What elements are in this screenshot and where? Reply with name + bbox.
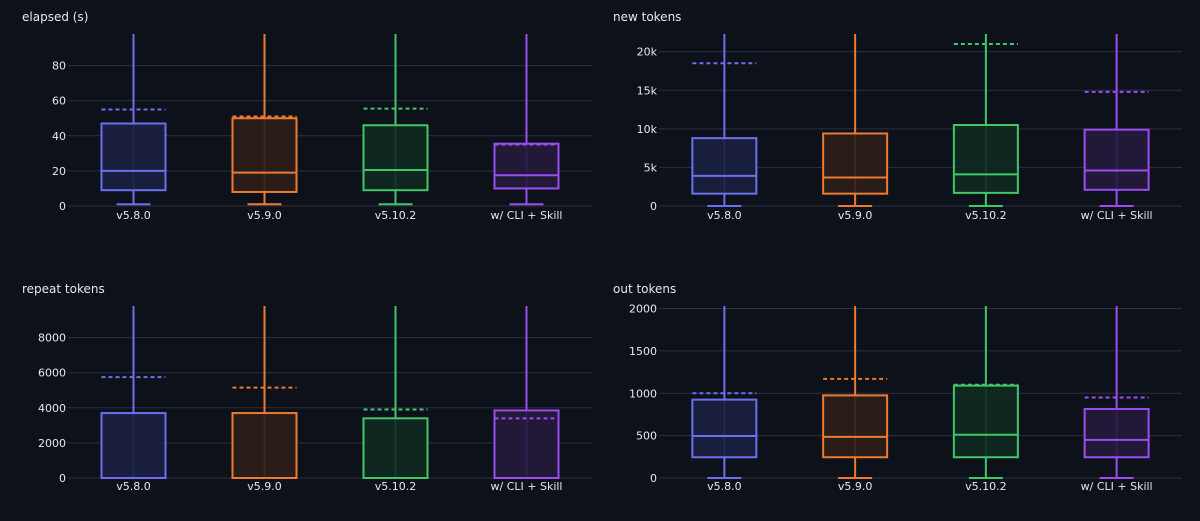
box-v5-10-2 bbox=[952, 306, 1019, 479]
category-label: v5.8.0 bbox=[116, 209, 151, 222]
box-v5-8-0 bbox=[691, 34, 758, 207]
category-label: v5.9.0 bbox=[247, 480, 282, 493]
chart-panel-4: out tokens 0 500 1000 1500 2000 v5.8.0 v5.9.0 v5… bbox=[613, 282, 1182, 493]
iqr-box bbox=[952, 124, 1019, 194]
box-v5-9-0 bbox=[822, 34, 889, 207]
iqr-box bbox=[1083, 407, 1150, 459]
y-tick-label: 0 bbox=[650, 472, 657, 485]
y-tick-label: 20k bbox=[637, 46, 658, 59]
box-v5-9-0 bbox=[231, 34, 298, 206]
category-label: v5.8.0 bbox=[116, 480, 151, 493]
box-v5-10-2 bbox=[362, 34, 429, 206]
iqr-box bbox=[691, 398, 758, 459]
y-tick-label: 0 bbox=[59, 472, 66, 485]
iqr-box bbox=[1083, 128, 1150, 191]
box-v5-10-2 bbox=[362, 306, 429, 480]
y-tick-label: 80 bbox=[52, 60, 66, 73]
category-label: w/ CLI + Skill bbox=[1081, 209, 1153, 222]
box-w-cli-skill bbox=[1083, 306, 1150, 479]
iqr-box bbox=[362, 417, 429, 480]
box-v5-8-0 bbox=[691, 306, 758, 479]
category-label: v5.8.0 bbox=[707, 480, 742, 493]
chart-title: repeat tokens bbox=[22, 282, 105, 296]
iqr-box bbox=[952, 384, 1019, 459]
y-tick-label: 8000 bbox=[38, 332, 66, 345]
category-label: v5.10.2 bbox=[965, 209, 1007, 222]
y-tick-label: 500 bbox=[636, 430, 657, 443]
y-tick-label: 1000 bbox=[629, 387, 657, 400]
category-label: v5.9.0 bbox=[838, 480, 873, 493]
chart-title: out tokens bbox=[613, 282, 676, 296]
y-tick-label: 60 bbox=[52, 95, 66, 108]
iqr-box bbox=[493, 142, 560, 190]
iqr-box bbox=[493, 409, 560, 479]
chart-panel-3: repeat tokens 0 2000 4000 6000 8000 v5.8.0 v5.9… bbox=[22, 282, 592, 493]
iqr-box bbox=[691, 137, 758, 195]
box-w-cli-skill bbox=[1083, 34, 1150, 207]
y-tick-label: 40 bbox=[52, 130, 66, 143]
iqr-box bbox=[822, 394, 889, 459]
chart-title: new tokens bbox=[613, 10, 681, 24]
category-label: v5.10.2 bbox=[375, 480, 417, 493]
category-label: v5.10.2 bbox=[375, 209, 417, 222]
category-label: v5.9.0 bbox=[247, 209, 282, 222]
box-v5-9-0 bbox=[822, 306, 889, 479]
y-tick-label: 5k bbox=[644, 161, 658, 174]
box-v5-8-0 bbox=[100, 34, 167, 206]
chart-panel-1: elapsed (s) 0 20 40 60 80 v5.8.0 v5.9.0 v5.10.2 w… bbox=[22, 10, 592, 222]
y-tick-label: 15k bbox=[637, 84, 658, 97]
y-tick-label: 20 bbox=[52, 165, 66, 178]
iqr-box bbox=[231, 412, 298, 479]
y-tick-label: 0 bbox=[650, 200, 657, 213]
box-v5-8-0 bbox=[100, 306, 167, 479]
iqr-box bbox=[231, 117, 298, 193]
category-label: v5.9.0 bbox=[838, 209, 873, 222]
chart-panel-2: new tokens 0 5k 10k 15k 20k v5.8.0 v5.9.0 v5.10.… bbox=[613, 10, 1182, 222]
iqr-box bbox=[100, 122, 167, 192]
box-v5-10-2 bbox=[952, 34, 1019, 207]
category-label: w/ CLI + Skill bbox=[491, 209, 563, 222]
y-tick-label: 10k bbox=[637, 123, 658, 136]
y-tick-label: 2000 bbox=[629, 303, 657, 316]
y-tick-label: 1500 bbox=[629, 345, 657, 358]
category-label: v5.10.2 bbox=[965, 480, 1007, 493]
iqr-box bbox=[362, 124, 429, 192]
category-label: w/ CLI + Skill bbox=[1081, 480, 1153, 493]
category-label: w/ CLI + Skill bbox=[491, 480, 563, 493]
iqr-box bbox=[100, 412, 167, 479]
chart-title: elapsed (s) bbox=[22, 10, 88, 24]
box-w-cli-skill bbox=[493, 306, 560, 479]
y-tick-label: 2000 bbox=[38, 437, 66, 450]
iqr-box bbox=[822, 132, 889, 195]
box-v5-9-0 bbox=[231, 306, 298, 479]
y-tick-label: 6000 bbox=[38, 367, 66, 380]
category-label: v5.8.0 bbox=[707, 209, 742, 222]
box-w-cli-skill bbox=[493, 34, 560, 206]
y-tick-label: 4000 bbox=[38, 402, 66, 415]
y-tick-label: 0 bbox=[59, 200, 66, 213]
